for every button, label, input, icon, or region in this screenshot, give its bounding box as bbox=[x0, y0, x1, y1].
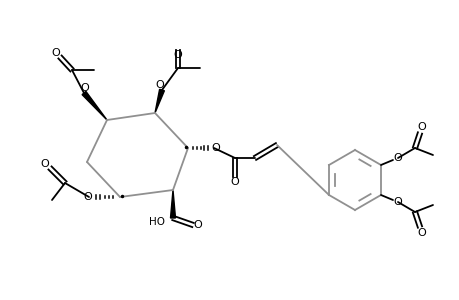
Text: O: O bbox=[84, 192, 92, 202]
Text: O: O bbox=[193, 220, 202, 230]
Text: O: O bbox=[417, 228, 425, 238]
Polygon shape bbox=[155, 89, 164, 113]
Text: HO: HO bbox=[149, 217, 165, 227]
Polygon shape bbox=[82, 92, 107, 120]
Text: O: O bbox=[51, 48, 60, 58]
Text: O: O bbox=[393, 153, 402, 163]
Text: O: O bbox=[155, 80, 164, 90]
Polygon shape bbox=[170, 190, 175, 218]
Text: O: O bbox=[417, 122, 425, 132]
Text: O: O bbox=[173, 50, 182, 60]
Text: O: O bbox=[40, 159, 49, 169]
Text: O: O bbox=[80, 83, 89, 93]
Text: O: O bbox=[230, 177, 239, 187]
Text: O: O bbox=[393, 197, 402, 207]
Text: O: O bbox=[211, 143, 220, 153]
